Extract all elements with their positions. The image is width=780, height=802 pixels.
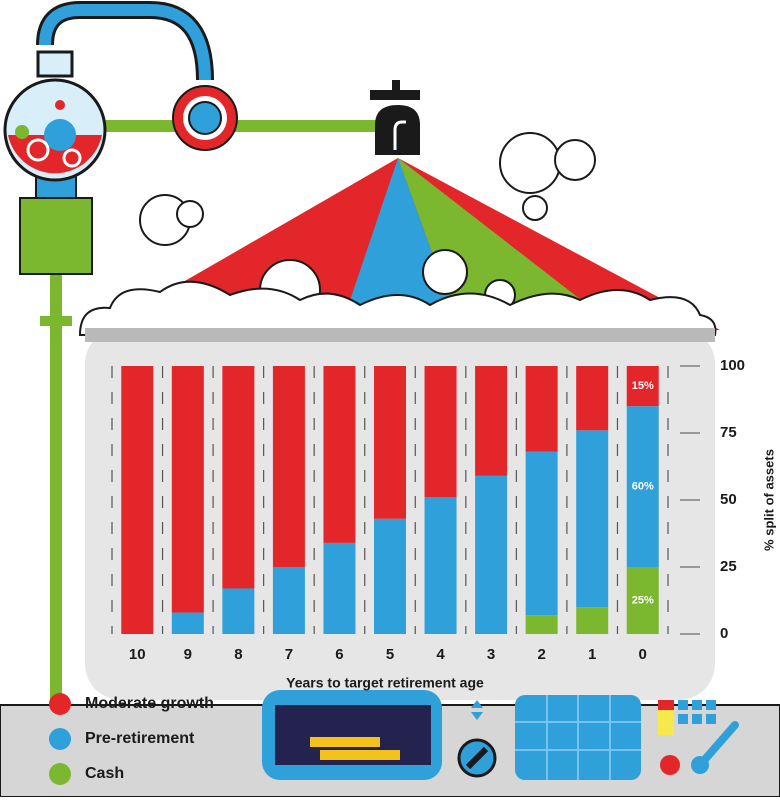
x-tick-label: 7 <box>285 646 293 663</box>
bar-segment <box>475 475 508 634</box>
y-axis-title: % split of assets <box>761 449 776 551</box>
bar-segment <box>374 518 406 634</box>
value-label: 25% <box>632 594 654 606</box>
x-tick-label: 8 <box>234 646 242 663</box>
x-tick-label: 10 <box>129 646 146 663</box>
x-tick-label: 6 <box>335 646 343 663</box>
x-tick-label: 9 <box>184 646 192 663</box>
legend-label: Moderate growth <box>85 695 214 712</box>
bar-segment <box>525 615 558 634</box>
bar-segment <box>576 607 609 634</box>
y-tick-label: 100 <box>720 357 745 374</box>
legend-swatch <box>49 763 71 785</box>
value-label: 15% <box>632 380 654 392</box>
legend-swatch <box>49 728 71 750</box>
bar-segment <box>424 366 457 498</box>
bar-segment <box>576 366 609 431</box>
bar-segment <box>222 366 255 589</box>
bar-segment <box>323 366 356 543</box>
bar-segment <box>424 497 457 634</box>
y-tick-label: 0 <box>720 625 728 642</box>
bar-segment <box>272 567 305 634</box>
value-label: 60% <box>632 481 654 493</box>
bar-segment <box>121 366 154 634</box>
bar-segment <box>626 567 659 634</box>
bar-segment <box>525 451 558 616</box>
bar-segment <box>475 366 508 476</box>
bar-segment <box>171 366 204 613</box>
bar-segment <box>323 542 356 634</box>
y-tick-label: 25 <box>720 558 737 575</box>
bar-segment <box>576 430 609 608</box>
x-tick-label: 1 <box>588 646 596 663</box>
legend-swatch <box>49 693 71 715</box>
x-axis-title: Years to target retirement age <box>286 675 484 691</box>
y-tick-label: 75 <box>720 424 737 441</box>
bar-segment <box>222 588 255 634</box>
legend-label: Cash <box>85 765 124 782</box>
bar-segment <box>171 612 204 634</box>
bar-segment <box>525 366 558 452</box>
bar-segment <box>272 366 305 567</box>
x-tick-label: 3 <box>487 646 495 663</box>
x-tick-label: 5 <box>386 646 394 663</box>
x-tick-label: 4 <box>436 646 445 663</box>
x-tick-label: 0 <box>639 646 647 663</box>
x-tick-label: 2 <box>537 646 545 663</box>
legend-label: Pre-retirement <box>85 730 195 747</box>
bar-segment <box>626 406 659 567</box>
bar-segment <box>626 366 659 407</box>
bar-segment <box>374 366 406 519</box>
y-tick-label: 50 <box>720 491 737 508</box>
